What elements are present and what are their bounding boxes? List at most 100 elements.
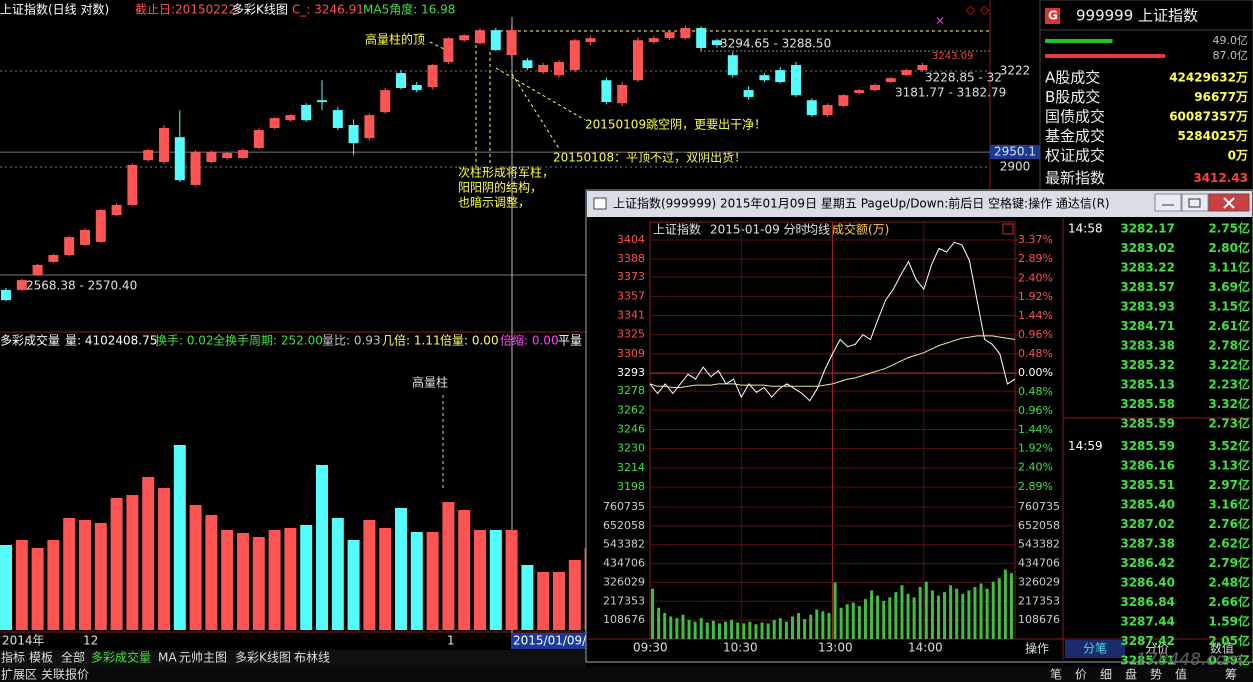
y-tick-label: 2900 [1000,160,1031,174]
tick-amount: 0.39亿 [1208,653,1250,668]
candle-body [648,38,659,43]
tick-price: 3286.40 [1120,576,1175,590]
candle-body [64,237,75,256]
x-tick-label: 09:30 [633,641,668,655]
ratio-label: 87.0亿 [1213,49,1249,62]
side-tab[interactable]: 细 [1100,668,1112,682]
average-line [649,335,1016,388]
y2-tick-label: 0.48% [1018,347,1053,360]
volume-bar [395,508,407,630]
volume-bar [809,614,813,639]
panel-tab[interactable]: 操作 [1025,641,1049,656]
side-tab[interactable]: 价 [1075,668,1087,682]
panel-tab[interactable]: 分价 [1145,642,1169,656]
tab[interactable]: 元帅主图 [179,651,227,665]
volume-bar [79,520,91,630]
volume-bar [845,604,849,639]
side-tab[interactable]: 值 [1175,667,1187,682]
volume-bar [15,540,28,630]
volume-tick-label: 434706 [603,557,645,570]
volume-tick-label: 108676 [603,613,645,626]
volume-bar [347,540,360,630]
quote-label: 权证成交 [1045,147,1105,165]
panel-tab[interactable]: 数值 [1210,641,1234,656]
cutoff-date: 截止日:20150222 [135,3,236,17]
volume-bar [142,477,155,630]
tick-price: 3287.02 [1120,517,1175,531]
link-tab[interactable]: 关联报价 [41,667,89,682]
candle-body [854,90,865,94]
volume-tick-label: 652058 [1018,519,1060,532]
volume-bar [967,590,971,639]
badge: G [1048,9,1058,23]
volume-tick-label: 652058 [603,519,645,532]
panel-button[interactable] [1002,223,1014,235]
tab[interactable]: 指标 [1,650,25,665]
volume-bar [675,618,679,639]
volume-tick-label: 217353 [603,594,645,607]
volume-bar [918,586,922,639]
side-tab[interactable]: 势 [1150,668,1162,682]
annotation: 也暗示调整， [458,195,530,210]
candle-body [95,209,106,242]
volume-tick-label: 543382 [603,538,645,551]
link-tab[interactable]: 扩展区 [1,668,37,682]
arrow-line [495,67,586,121]
y2-tick-label: 2.40% [1018,271,1053,284]
tab[interactable]: 全部 [61,650,85,665]
tab[interactable]: 模板 [29,651,53,665]
tick-time: 14:59 [1068,439,1103,453]
side-tab[interactable]: 盘 [1125,667,1137,682]
x-tick-label: 14:00 [908,641,943,655]
candle-body [48,255,59,262]
candle-body [806,100,817,116]
tab[interactable]: 布林线 [294,651,330,665]
tick-price: 3285.13 [1120,378,1175,392]
candle-body [443,38,454,63]
tick-price: 3285.40 [1120,498,1175,512]
side-tab[interactable]: 筹 [1225,668,1237,682]
volume-stat: 量: 4102408.75 [65,334,157,348]
volume-bar [681,614,685,639]
side-tab[interactable]: 笔 [1050,667,1062,682]
volume-bar [363,520,376,630]
candle-body [1,289,11,301]
tick-amount: 3.13亿 [1208,458,1250,473]
tick-price: 3283.22 [1120,261,1175,275]
tick-amount: 2.78亿 [1208,338,1250,353]
volume-bar [730,619,734,639]
y-tick-label: 3404 [617,233,645,246]
minimize-button[interactable] [1154,193,1182,212]
candle-body [348,124,359,144]
volume-bar [705,622,709,639]
tick-price: 3283.02 [1120,241,1175,255]
annotation: 3181.77 - 3182.79 [895,86,1006,100]
y-tick-label: 3357 [617,289,645,302]
marker: × [935,14,945,28]
volume-bar [47,540,60,630]
tick-price: 3282.17 [1120,222,1175,236]
volume-bar [110,498,123,630]
tick-amount: 3.69亿 [1208,279,1250,294]
volume-bar [760,622,764,639]
candle-body [664,32,675,39]
volume-bar [876,595,880,639]
tick-amount: 2.80亿 [1208,240,1250,255]
status-bar [0,667,1253,682]
maximize-button[interactable] [1181,193,1209,212]
annotation: 3294.65 - 3288.50 [720,37,831,51]
panel-tab[interactable]: 分笔 [1083,641,1107,656]
tab[interactable]: 多彩成交量 [91,650,151,665]
volume-bar [979,583,983,639]
volume-bar [717,623,721,639]
tab[interactable]: MA [158,651,177,665]
tab[interactable]: 多彩K线图 [235,651,291,665]
volume-bar [748,621,752,639]
volume-tick-label: 760735 [1018,500,1060,513]
candle-body [301,104,312,121]
candle-body [522,60,533,69]
volume-bar [906,593,910,639]
volume-bar [426,532,439,630]
candle-body [16,280,27,290]
volume-bar [930,590,934,639]
